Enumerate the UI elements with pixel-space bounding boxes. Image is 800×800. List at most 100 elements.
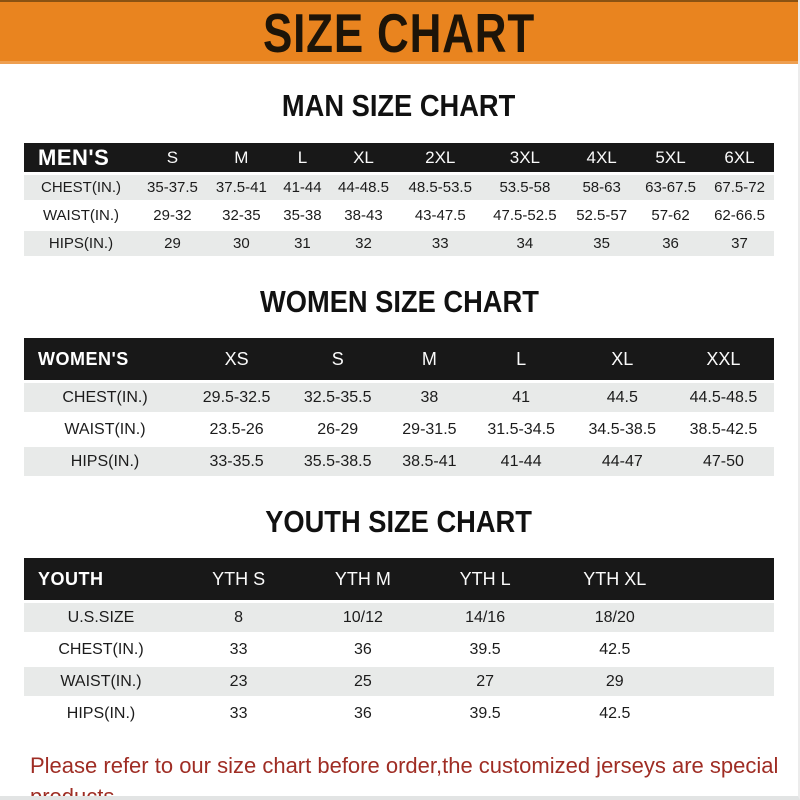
section-heading-women: WOMEN SIZE CHART xyxy=(259,284,539,319)
size-column-header: XL xyxy=(353,147,374,167)
measurement-label: CHEST(IN.) xyxy=(58,640,144,658)
measurement-value: 38.5-41 xyxy=(388,447,471,476)
measurement-value: 38-43 xyxy=(344,207,383,224)
measurement-value: 23.5-26 xyxy=(209,420,264,438)
section-heading-men: MAN SIZE CHART xyxy=(282,88,516,123)
size-column-header: L xyxy=(516,348,527,369)
measurement-value: 47-50 xyxy=(672,447,774,476)
section-youth: YOUTH SIZE CHART YOUTH YTH S YTH M YTH L YTH… xyxy=(0,479,798,731)
measurement-value: 63-67.5 xyxy=(636,175,705,200)
measurement-value: 31 xyxy=(275,231,330,256)
measurement-value: 33 xyxy=(229,640,248,658)
measurement-label: HIPS(IN.) xyxy=(24,231,138,256)
size-column-header: 2XL xyxy=(425,147,456,167)
measurement-value: 32.5-35.5 xyxy=(287,383,389,412)
measurement-value: 39.5 xyxy=(469,704,501,722)
men-size-table: MEN'S S M L XL 2XL 3XL 4XL 5XL 6XL CHEST(IN.) 35-37… xyxy=(24,140,774,259)
spacer-cell xyxy=(686,635,774,664)
measurement-value: 30 xyxy=(206,231,276,256)
measurement-value: 44-47 xyxy=(571,447,673,476)
measurement-value: 53.5-58 xyxy=(482,175,568,200)
measurement-value: 47.5-52.5 xyxy=(493,207,557,224)
measurement-value: 34.5-38.5 xyxy=(588,420,657,438)
section-heading-youth: YOUTH SIZE CHART xyxy=(265,504,533,539)
size-column-header: S xyxy=(166,147,179,167)
size-column-header: XXL xyxy=(706,348,741,369)
table-header-row: WOMEN'S XS S M L XL XXL xyxy=(24,338,774,380)
measurement-value: 36 xyxy=(354,704,372,722)
spacer-cell xyxy=(686,603,774,632)
size-column-header: YTH XL xyxy=(583,568,647,589)
table-header-row: MEN'S S M L XL 2XL 3XL 4XL 5XL 6XL xyxy=(24,143,774,172)
measurement-value: 37.5-41 xyxy=(206,175,276,200)
size-column-header: YTH L xyxy=(459,568,511,589)
measurement-value: 62-66.5 xyxy=(714,207,765,224)
measurement-row: HIPS(IN.) 33-35.5 35.5-38.5 38.5-41 41-44 44-… xyxy=(24,447,774,476)
size-column-header: XS xyxy=(224,348,249,369)
banner-title: SIZE CHART xyxy=(263,1,535,64)
spacer-cell xyxy=(686,667,774,696)
measurement-label: HIPS(IN.) xyxy=(66,704,136,722)
table-group-label: YOUTH xyxy=(38,568,104,589)
measurement-row: CHEST(IN.) 35-37.5 37.5-41 41-44 44-48.5 48.5… xyxy=(24,175,774,200)
size-table: MEN'S S M L XL 2XL 3XL 4XL 5XL 6XL CHEST(IN.) 35-37… xyxy=(24,140,774,259)
measurement-value: 42.5 xyxy=(599,640,631,658)
measurement-label: U.S.SIZE xyxy=(24,603,178,632)
size-column-header: 3XL xyxy=(509,147,540,167)
measurement-value: 29 xyxy=(543,667,686,696)
table-group-label: WOMEN'S xyxy=(38,348,129,369)
section-women: WOMEN SIZE CHART WOMEN'S XS S M L XL XXL CHEST(… xyxy=(0,259,798,479)
measurement-value: 41-44 xyxy=(470,447,572,476)
measurement-value: 36 xyxy=(636,231,705,256)
measurement-value: 10/12 xyxy=(299,603,427,632)
size-column-header: YTH S xyxy=(212,568,266,589)
size-column-header: M xyxy=(421,348,437,369)
measurement-value: 38.5-42.5 xyxy=(689,420,758,438)
order-policy-note: Please refer to our size chart before or… xyxy=(30,750,798,800)
measurement-value: 32-35 xyxy=(222,207,261,224)
measurement-value: 23 xyxy=(178,667,300,696)
measurement-value: 33 xyxy=(229,704,248,722)
measurement-value: 52.5-57 xyxy=(576,207,628,224)
measurement-value: 25 xyxy=(299,667,427,696)
measurement-value: 27 xyxy=(426,667,544,696)
size-column-header: 4XL xyxy=(586,147,617,167)
measurement-value: 38 xyxy=(388,383,471,412)
measurement-value: 58-63 xyxy=(567,175,637,200)
order-policy-line1: Please refer to our size chart before or… xyxy=(30,753,779,800)
measurement-label: CHEST(IN.) xyxy=(24,175,138,200)
measurement-value: 39.5 xyxy=(469,640,501,658)
measurement-row: WAIST(IN.) 23 25 27 29 xyxy=(24,667,774,696)
measurement-row: HIPS(IN.) 29 30 31 32 33 34 35 36 37 xyxy=(24,231,774,256)
measurement-row: HIPS(IN.) 33 36 39.5 42.5 xyxy=(24,699,774,728)
size-column-header: YTH M xyxy=(334,568,391,589)
measurement-value: 33 xyxy=(397,231,483,256)
measurement-value: 8 xyxy=(178,603,300,632)
measurement-row: CHEST(IN.) 29.5-32.5 32.5-35.5 38 41 44.5 44.5… xyxy=(24,383,774,412)
measurement-value: 14/16 xyxy=(426,603,544,632)
measurement-value: 31.5-34.5 xyxy=(487,420,555,438)
measurement-value: 67.5-72 xyxy=(705,175,774,200)
women-size-table: WOMEN'S XS S M L XL XXL CHEST(IN.) 29.5-32.5 32.5… xyxy=(24,335,774,479)
measurement-value: 57-62 xyxy=(651,207,690,224)
section-men: MAN SIZE CHART MEN'S S M L XL 2XL 3XL 4XL 5XL 6XL… xyxy=(0,64,798,259)
measurement-value: 32 xyxy=(329,231,398,256)
table-group-label: MEN'S xyxy=(38,144,110,170)
measurement-row: WAIST(IN.) 29-32 32-35 35-38 38-43 43-47.5 47.… xyxy=(24,203,774,228)
measurement-value: 41-44 xyxy=(275,175,330,200)
spacer-cell xyxy=(686,699,774,728)
size-table: YOUTH YTH S YTH M YTH L YTH XL U.S.SIZE 8 10/12… xyxy=(24,555,774,731)
measurement-value: 36 xyxy=(354,640,372,658)
measurement-value: 29-31.5 xyxy=(402,420,457,438)
measurement-value: 35.5-38.5 xyxy=(287,447,389,476)
measurement-label: CHEST(IN.) xyxy=(24,383,186,412)
measurement-value: 34 xyxy=(482,231,568,256)
size-column-header: S xyxy=(331,348,344,369)
measurement-value: 37 xyxy=(705,231,774,256)
measurement-value: 26-29 xyxy=(317,420,359,438)
measurement-value: 35 xyxy=(567,231,637,256)
measurement-value: 44.5-48.5 xyxy=(672,383,774,412)
measurement-value: 35-37.5 xyxy=(138,175,207,200)
measurement-value: 42.5 xyxy=(599,704,631,722)
